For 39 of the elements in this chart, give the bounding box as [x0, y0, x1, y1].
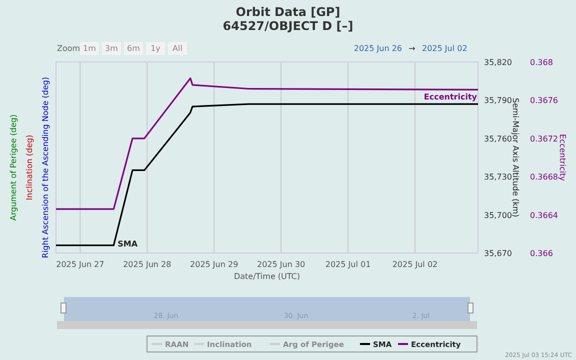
text: Inclination (deg) — [25, 134, 34, 200]
y2-tick-label: 0.366 — [530, 249, 553, 258]
line-series — [55, 103, 479, 246]
y2-tick-label: 0.3664 — [530, 210, 558, 220]
line-series — [55, 77, 479, 210]
zoom-button: 1y — [146, 42, 165, 55]
y-tick-label: 35,700 — [484, 210, 512, 220]
y-tick-label: 35,820 — [484, 58, 512, 67]
zoom-button: 1m — [80, 42, 99, 55]
y2-tick-label: 0.3668 — [530, 172, 558, 182]
y-tick-label: 35,760 — [484, 134, 512, 144]
y2-tick-label: 0.368 — [530, 58, 553, 67]
y-tick-label: 35,670 — [484, 249, 512, 258]
y2-tick-label: 0.3672 — [530, 134, 558, 144]
zoom-button: All — [168, 42, 187, 55]
y2-tick-label: 0.3676 — [530, 96, 558, 106]
text: Eccentricity — [424, 92, 477, 102]
x-tick-label: 2025 Jun 30 — [257, 260, 306, 269]
x-tick-label: 2025 Jun 29 — [190, 260, 238, 269]
text: → — [408, 44, 416, 53]
x-tick-label: 2025 Jul 01 — [325, 260, 371, 269]
x-axis-title: Date/Time (UTC) — [234, 272, 300, 281]
text: 2025 Jun 26 — [354, 44, 402, 53]
y-tick-label: 35,730 — [484, 172, 512, 182]
y2-axis-title: Eccentricity — [558, 134, 567, 182]
chart-subtitle: 64527/OBJECT D [–] — [222, 19, 354, 33]
text: Argument of Perigee (deg) — [9, 114, 18, 221]
y-axis-title: Semi-Major Axis Altitude (km) — [511, 98, 520, 218]
chart-title: Orbit Data [GP] — [236, 5, 340, 19]
x-tick-label: 2025 Jun 27 — [56, 260, 104, 269]
x-tick-label: 2025 Jun 28 — [123, 260, 172, 269]
text: SMA — [118, 239, 138, 248]
y-tick-label: 35,790 — [484, 96, 512, 106]
text: Zoom — [57, 44, 80, 53]
x-tick-label: 2025 Jul 02 — [392, 260, 438, 269]
text: 2025 Jul 02 — [422, 44, 468, 53]
zoom-button: 3m — [102, 42, 121, 55]
text: Right Ascension of the Ascending Node (deg) — [41, 76, 50, 258]
zoom-button: 6m — [124, 42, 143, 55]
